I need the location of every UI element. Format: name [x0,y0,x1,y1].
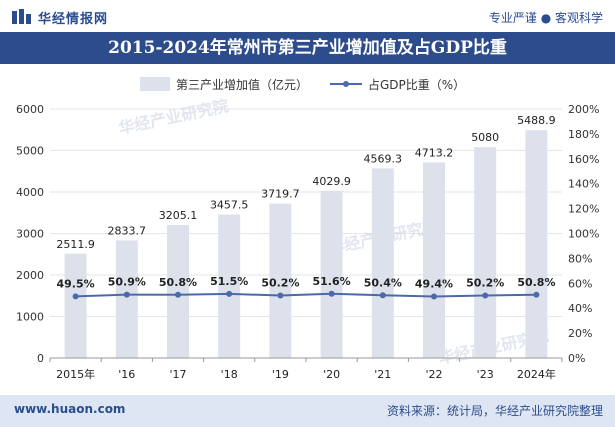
bar-value-label: 3205.1 [159,209,198,222]
line-point [72,293,79,300]
watermark-text: 华经产业研究院 [117,96,231,138]
slogan: 专业严谨 ● 客观科学 [488,11,603,25]
y-right-tick-label: 200% [568,103,599,116]
bar-value-label: 4029.9 [312,175,351,188]
x-tick-label: 2024年 [517,367,556,381]
x-tick-label: 2015年 [56,367,95,381]
y-left-tick-label: 1000 [16,311,44,324]
logo-icon [12,9,31,24]
bar [525,130,548,358]
y-left-tick-label: 2000 [16,269,44,282]
x-tick-label: '16 [118,368,135,381]
brand-name: 华经情报网 [38,12,109,27]
bar-value-label: 2511.9 [56,238,95,251]
y-left-tick-label: 4000 [16,186,44,199]
bar [423,162,445,358]
bar [320,190,343,358]
line-value-label: 49.4% [415,277,453,290]
x-tick-label: '17 [169,368,186,381]
line-value-label: 50.2% [261,277,299,290]
y-right-tick-label: 0% [568,352,585,365]
chart: 0 1000 2000 3000 4000 5000 6000 0% 20% 40% 60% 80% 1… [16,77,599,381]
bar-value-label: 4569.3 [364,152,403,165]
line-value-label: 50.4% [364,276,402,289]
x-tick-label: '22 [425,368,442,381]
y-left-tick-label: 5000 [16,145,44,158]
y-right-tick-label: 80% [568,252,592,265]
legend-bar-swatch [140,77,170,91]
series-line [75,292,537,298]
y-right-tick-label: 60% [568,277,592,290]
footer-bar [0,395,615,427]
source-note: 资料来源：统计局，华经产业研究院整理 [386,404,603,418]
bar [474,147,497,358]
line-value-label: 51.6% [313,275,351,288]
y-left-tick-label: 3000 [16,228,44,241]
line-value-label: 50.2% [466,277,504,290]
line-point [482,292,489,299]
y-right-tick-label: 40% [568,302,592,315]
line-point [277,292,284,299]
bar-value-label: 3719.7 [261,188,300,201]
line-point [328,290,335,297]
bar [167,224,189,358]
website-link[interactable]: www.huaon.com [14,402,126,416]
bar-value-label: 4713.2 [415,146,454,159]
y-left-tick-label: 0 [37,352,44,365]
x-tick-label: '20 [323,368,340,381]
title-bar [0,32,615,64]
bar-value-label: 5080 [471,131,499,144]
y-right-tick-label: 180% [568,128,599,141]
line-point [123,291,130,298]
bar [64,253,87,358]
y-right-tick-label: 20% [568,327,592,340]
line-point [175,291,181,298]
y-right-tick-label: 100% [568,228,599,241]
bar [115,240,138,358]
line-value-label: 50.9% [108,276,146,289]
line-value-label: 50.8% [517,276,555,289]
top-bar: 华经情报网 专业严谨 ● 客观科学 [0,0,615,32]
legend-line-label: 占GDP比重（%） [368,77,465,92]
bar-value-label: 5488.9 [517,114,556,127]
y-right-tick-label: 140% [568,178,599,191]
legend-line-marker [343,81,349,87]
x-tick-label: '21 [374,368,391,381]
bar [269,203,292,358]
legend-bar-label: 第三产业增加值（亿元） [176,77,308,92]
line-value-label: 49.5% [57,277,95,290]
line-point [379,292,386,299]
y-right-tick-label: 120% [568,203,599,216]
line-value-label: 51.5% [210,275,248,288]
bar-value-label: 2833.7 [108,224,147,237]
bar [371,168,394,358]
line-point [431,293,437,300]
bar [218,214,241,358]
chart-title: 2015-2024年常州市第三产业增加值及占GDP比重 [108,38,507,58]
line-value-label: 50.8% [159,276,197,289]
y-left-tick-label: 6000 [16,103,44,116]
y-right-tick-label: 160% [568,153,599,166]
x-tick-label: '23 [477,368,494,381]
line-point [226,290,233,297]
x-tick-label: '19 [272,368,289,381]
x-tick-label: '18 [221,368,238,381]
bar-value-label: 3457.5 [210,199,249,212]
line-point [533,291,540,298]
